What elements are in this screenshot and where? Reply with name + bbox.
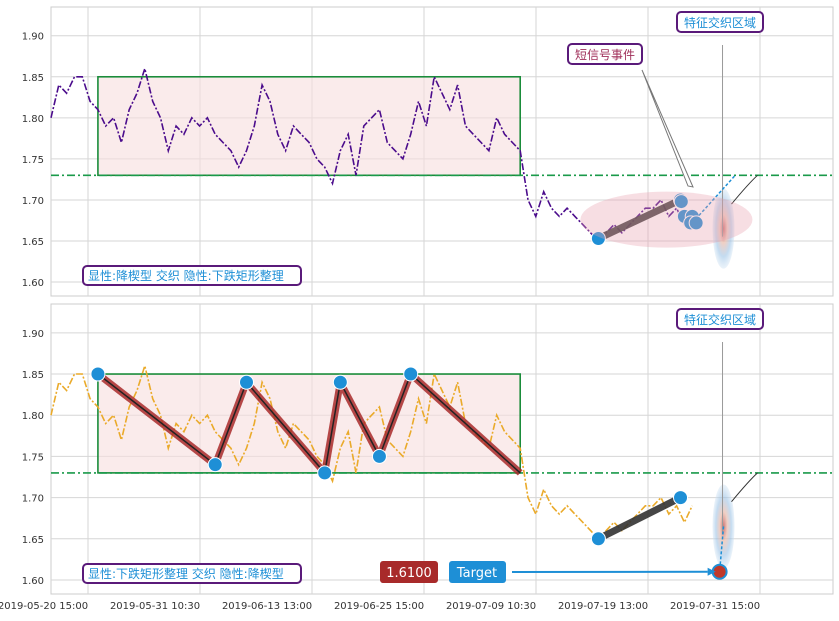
x-tick-label: 2019-07-19 13:00 — [558, 601, 648, 612]
x-tick-label: 2019-05-31 10:30 — [110, 601, 200, 612]
y-tick-label: 1.75 — [22, 452, 44, 463]
zigzag-point — [208, 458, 222, 472]
y-tick-label: 1.85 — [22, 370, 44, 381]
y-tick-label: 1.70 — [22, 196, 44, 207]
signal-label-box: 短信号事件 — [568, 44, 642, 64]
zigzag-point — [318, 466, 332, 480]
y-tick-label: 1.65 — [22, 237, 44, 248]
target-badge-text: Target — [456, 566, 497, 581]
y-tick-label: 1.80 — [22, 411, 44, 422]
zigzag-point — [404, 367, 418, 381]
zigzag-point — [91, 367, 105, 381]
signal-event-ellipse — [580, 192, 752, 248]
x-tick-label: 2019-06-25 15:00 — [334, 601, 424, 612]
price-value-text: 1.6100 — [386, 566, 432, 581]
rectangle-pattern-box — [98, 77, 520, 176]
wedge-point — [674, 491, 688, 505]
y-tick-label: 1.85 — [22, 73, 44, 84]
pattern-label-box: 显性:下跌矩形整理 交织 隐性:降楔型 — [83, 564, 301, 583]
y-tick-label: 1.60 — [22, 278, 44, 289]
feature-area-label-box: 特征交织区域 — [677, 12, 763, 32]
feature-area-label-box: 特征交织区域 — [677, 309, 763, 329]
y-tick-label: 1.90 — [22, 329, 44, 340]
y-tick-label: 1.80 — [22, 114, 44, 125]
top-panel: 1.90 1.85 1.80 1.75 1.70 1.65 1.60 特征交织区域显性:降楔型… — [22, 7, 833, 296]
zigzag-point — [372, 449, 386, 463]
y-tick-label: 1.60 — [22, 576, 44, 587]
x-axis: 2019-05-20 15:00 2019-05-31 10:30 2019-06-… — [0, 601, 760, 612]
price-value-badge: 1.6100 — [380, 561, 438, 583]
target-badge: Target — [449, 561, 506, 583]
x-tick-label: 2019-07-09 10:30 — [446, 601, 536, 612]
x-tick-label: 2019-06-13 13:00 — [222, 601, 312, 612]
y-tick-label: 1.90 — [22, 32, 44, 43]
y-tick-label: 1.65 — [22, 535, 44, 546]
x-tick-label: 2019-07-31 15:00 — [670, 601, 760, 612]
y-tick-label: 1.70 — [22, 494, 44, 505]
y-tick-label: 1.75 — [22, 155, 44, 166]
signal-label: 短信号事件 — [575, 48, 635, 62]
zigzag-point — [333, 375, 347, 389]
x-tick-label: 2019-05-20 15:00 — [0, 601, 88, 612]
zigzag-point — [240, 375, 254, 389]
wedge-point — [591, 532, 605, 546]
pattern-label-box: 显性:降楔型 交织 隐性:下跌矩形整理 — [83, 266, 301, 285]
feature-area-label: 特征交织区域 — [684, 312, 756, 327]
bottom-panel: 1.90 1.85 1.80 1.75 1.70 1.65 1.60 特征交织区域显性:下跌矩… — [22, 304, 833, 594]
pattern-label: 显性:下跌矩形整理 交织 隐性:降楔型 — [88, 566, 284, 581]
feature-area-label: 特征交织区域 — [684, 15, 756, 30]
pattern-label: 显性:降楔型 交织 隐性:下跌矩形整理 — [88, 268, 284, 283]
